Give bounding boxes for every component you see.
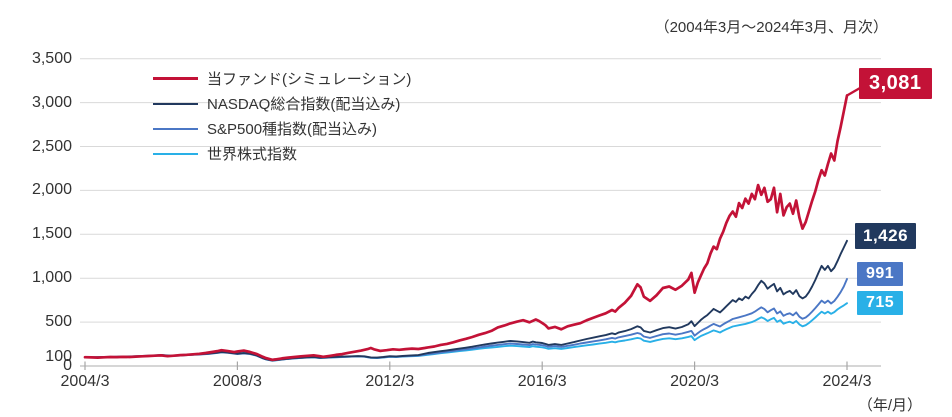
legend-line-swatch	[153, 76, 198, 81]
chart-period-title: （2004年3月～2024年3月、月次）	[654, 19, 888, 36]
legend-line-swatch	[153, 127, 198, 130]
x-axis-label: 2024/3	[822, 373, 872, 390]
end-value-label-nasdaq: 1,426	[855, 223, 917, 249]
chart-legend: 当ファンド(シミュレーション) NASDAQ総合指数(配当込み) S&P500種指数…	[153, 66, 411, 166]
y-axis-label: 0	[63, 357, 72, 374]
legend-item-fund: 当ファンド(シミュレーション)	[153, 66, 411, 91]
x-axis-unit-label: （年/月）	[857, 397, 922, 414]
x-axis-label: 2008/3	[212, 373, 262, 390]
x-axis-label: 2020/3	[670, 373, 720, 390]
y-axis-label: 2,500	[31, 137, 72, 155]
y-axis-label: 3,000	[31, 93, 72, 111]
legend-item-sp500: S&P500種指数(配当込み)	[153, 116, 411, 141]
y-axis-label: 500	[45, 313, 72, 331]
legend-item-nasdaq: NASDAQ総合指数(配当込み)	[153, 91, 411, 116]
legend-label: 世界株式指数	[207, 146, 298, 163]
legend-label: 当ファンド(シミュレーション)	[207, 71, 412, 88]
fund-label-connector	[846, 86, 861, 97]
legend-line-swatch	[153, 102, 198, 105]
legend-label: NASDAQ総合指数(配当込み)	[207, 96, 401, 113]
x-axis-label: 2016/3	[517, 373, 567, 390]
x-axis-label: 2012/3	[365, 373, 415, 390]
x-axis-label: 2004/3	[60, 373, 110, 390]
end-value-label-world: 715	[857, 291, 904, 315]
y-axis-label: 3,500	[31, 49, 72, 67]
legend-item-world: 世界株式指数	[153, 141, 411, 166]
y-axis-label: 1,000	[31, 269, 72, 287]
y-axis-label: 100	[45, 348, 72, 366]
end-value-label-sp500: 991	[857, 262, 904, 286]
end-value-label-fund: 3,081	[859, 68, 932, 99]
series-line-nasdaq	[84, 239, 848, 362]
series-line-fund	[83, 94, 849, 362]
legend-line-swatch	[153, 152, 198, 155]
y-axis-label: 2,000	[31, 181, 72, 199]
legend-label: S&P500種指数(配当込み)	[207, 121, 378, 138]
y-axis-label: 1,500	[31, 225, 72, 243]
series-line-world	[84, 302, 848, 362]
